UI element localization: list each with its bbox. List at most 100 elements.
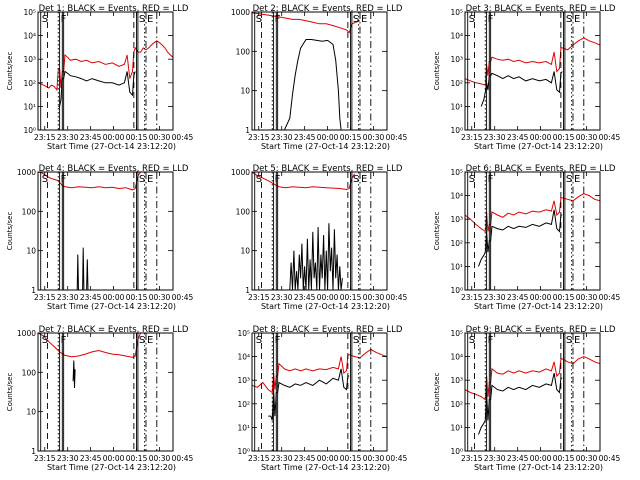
x-tick-label: 23:30	[271, 454, 293, 463]
y-tick-label: 1	[31, 447, 36, 456]
y-tick-label: 1000	[17, 168, 36, 177]
y-tick-label: 10³	[450, 55, 463, 64]
y-axis-label: Counts/sec	[433, 52, 441, 91]
detector-panel-9: SFSEDet 9: BLACK = Events, RED = LLD23:1…	[433, 325, 620, 472]
x-tick-label: 00:45	[172, 293, 194, 302]
y-tick-label: 10⁴	[237, 353, 250, 362]
y-tick-label: 1	[31, 286, 36, 295]
x-tick-label: 00:30	[149, 293, 171, 302]
x-tick-label: 23:45	[294, 293, 316, 302]
x-tick-label: 00:30	[576, 133, 598, 142]
x-tick-label: 00:00	[530, 454, 552, 463]
x-tick-label: 00:00	[317, 293, 339, 302]
x-tick-label: 23:45	[294, 133, 316, 142]
series-line-events	[58, 70, 136, 107]
detector-panel-3: SFSEDet 3: BLACK = Events, RED = LLD23:1…	[433, 4, 620, 151]
plot-frame	[251, 171, 388, 291]
x-tick-label: 23:30	[484, 133, 506, 142]
y-tick-label: 10⁵	[450, 168, 463, 177]
panel-title: Det 5: BLACK = Events, RED = LLD	[253, 164, 403, 174]
event-marker-label: S	[42, 174, 48, 185]
y-tick-label: 10³	[237, 376, 250, 385]
event-marker-label: E	[574, 335, 580, 346]
y-tick-label: 10¹	[450, 262, 463, 271]
x-axis-label: Start Time (27-Oct-14 23:12:20)	[47, 463, 176, 472]
event-marker-label: S	[353, 174, 359, 185]
x-tick-label: 00:30	[149, 133, 171, 142]
panel-title: Det 9: BLACK = Events, RED = LLD	[466, 325, 616, 335]
panel-title: Det 3: BLACK = Events, RED = LLD	[466, 4, 616, 14]
event-marker-label: S	[256, 335, 262, 346]
y-tick-label: 10⁰	[23, 126, 36, 135]
x-tick-label: 00:15	[340, 454, 362, 463]
x-tick-label: 00:45	[599, 454, 621, 463]
x-axis-label: Start Time (27-Oct-14 23:12:20)	[474, 142, 603, 151]
y-tick-label: 10¹	[237, 423, 250, 432]
detector-panel-2: SFSEDet 2: BLACK = Events, RED = LLD23:1…	[231, 4, 408, 151]
event-marker-label: E	[574, 14, 580, 25]
event-marker-label: S	[139, 174, 145, 185]
x-tick-label: 23:30	[57, 293, 79, 302]
y-tick-label: 1	[245, 286, 250, 295]
y-axis-label: Counts/sec	[433, 212, 441, 251]
x-tick-label: 00:30	[363, 293, 385, 302]
plot-frame	[251, 332, 388, 452]
event-marker-label: E	[361, 14, 367, 25]
plot-frame	[37, 332, 174, 452]
x-tick-label: 00:30	[149, 454, 171, 463]
event-marker-label: S	[469, 335, 475, 346]
y-tick-label: 10³	[23, 55, 36, 64]
detector-panel-7: SFSEDet 7: BLACK = Events, RED = LLD23:1…	[6, 325, 193, 472]
x-tick-label: 23:45	[80, 133, 102, 142]
detector-panel-8: SFSEDet 8: BLACK = Events, RED = LLD23:1…	[237, 325, 407, 472]
event-marker-label: E	[147, 14, 153, 25]
panel-title: Det 1: BLACK = Events, RED = LLD	[39, 4, 189, 14]
event-marker-label: S	[469, 174, 475, 185]
y-tick-label: 10³	[450, 376, 463, 385]
x-tick-label: 00:30	[363, 133, 385, 142]
y-tick-label: 10⁵	[23, 8, 36, 17]
series-line-events	[480, 71, 563, 107]
plot-frame	[37, 11, 174, 131]
event-marker-label: E	[574, 174, 580, 185]
y-tick-label: 1000	[231, 168, 250, 177]
x-tick-label: 00:15	[553, 293, 575, 302]
x-tick-label: 23:45	[294, 454, 316, 463]
event-marker-label: E	[147, 174, 153, 185]
y-tick-label: 10⁰	[450, 286, 463, 295]
x-tick-label: 23:30	[484, 454, 506, 463]
y-tick-label: 10	[26, 247, 36, 256]
x-tick-label: 00:15	[340, 133, 362, 142]
x-tick-label: 00:15	[553, 454, 575, 463]
event-marker-label: S	[566, 14, 572, 25]
x-tick-label: 23:30	[57, 133, 79, 142]
event-marker-label: S	[566, 174, 572, 185]
series-line-events	[279, 39, 342, 130]
y-tick-label: 10¹	[450, 423, 463, 432]
x-tick-label: 23:15	[461, 133, 483, 142]
y-tick-label: 10²	[23, 79, 36, 88]
y-tick-label: 10	[240, 87, 250, 96]
x-tick-label: 00:45	[172, 454, 194, 463]
y-tick-label: 10	[240, 247, 250, 256]
event-marker-label: S	[353, 14, 359, 25]
series-line-lld	[38, 333, 142, 358]
y-tick-label: 10⁵	[450, 329, 463, 338]
x-axis-label: Start Time (27-Oct-14 23:12:20)	[261, 302, 390, 311]
x-tick-label: 23:15	[248, 454, 270, 463]
x-tick-label: 23:15	[34, 293, 56, 302]
x-axis-label: Start Time (27-Oct-14 23:12:20)	[474, 463, 603, 472]
x-axis-label: Start Time (27-Oct-14 23:12:20)	[474, 302, 603, 311]
x-tick-label: 00:30	[576, 293, 598, 302]
x-tick-label: 00:00	[530, 293, 552, 302]
y-axis-label: Counts/sec	[6, 52, 14, 91]
y-tick-label: 100	[22, 368, 37, 377]
event-marker-label: S	[139, 335, 145, 346]
x-tick-label: 23:30	[271, 293, 293, 302]
detector-panel-5: SFSEDet 5: BLACK = Events, RED = LLD23:1…	[231, 164, 408, 311]
x-tick-label: 00:15	[553, 133, 575, 142]
y-tick-label: 10⁵	[450, 8, 463, 17]
panel-title: Det 7: BLACK = Events, RED = LLD	[39, 325, 189, 335]
